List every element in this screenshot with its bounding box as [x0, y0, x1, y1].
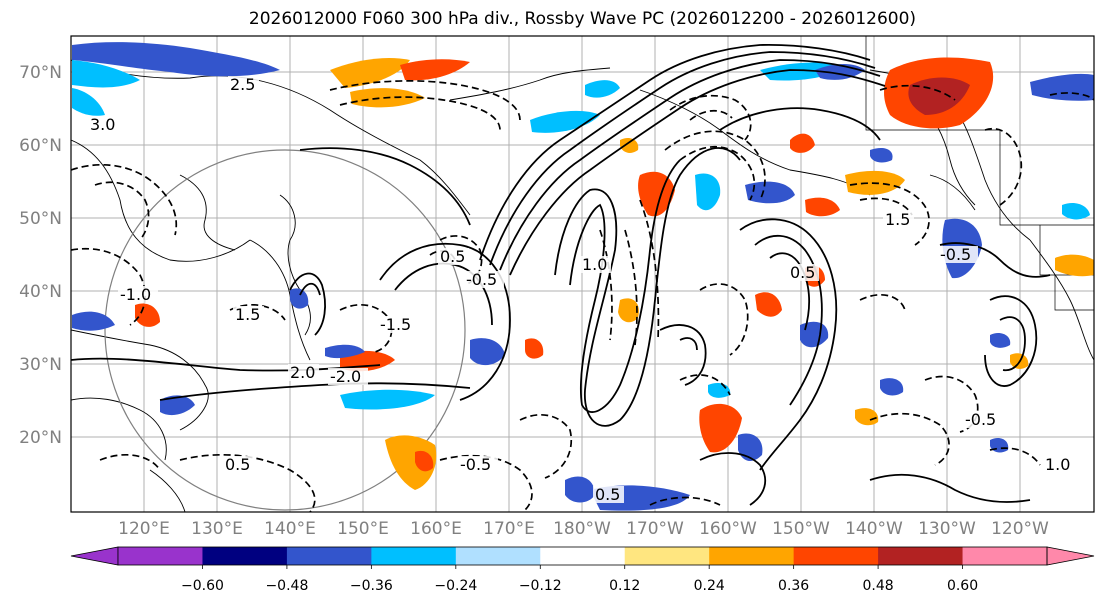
- contour-label: 1.0: [582, 255, 607, 274]
- colorbar-segment: [118, 547, 203, 565]
- colorbar-segment: [624, 547, 710, 565]
- lon-label: 120°E: [118, 519, 170, 539]
- lat-label: 70°N: [19, 63, 62, 83]
- contour-label: -2.0: [330, 367, 361, 386]
- lon-label: 150°E: [337, 519, 389, 539]
- solid-contours: [71, 43, 1051, 506]
- colorbar-extend-high: [1046, 546, 1095, 566]
- contour-label: -1.0: [120, 285, 151, 304]
- contour-label: 1.5: [885, 210, 910, 229]
- lat-label: 40°N: [19, 282, 62, 302]
- contour-label: 0.5: [595, 485, 620, 504]
- colorbar-segment: [455, 547, 541, 565]
- lon-label: 140°E: [264, 519, 316, 539]
- colorbar-tick-label: −0.24: [434, 578, 477, 594]
- dashed-contours: [71, 80, 1094, 512]
- lon-label: 170°E: [483, 519, 535, 539]
- political-boundaries: [865, 36, 1094, 311]
- lon-label: 130°E: [191, 519, 243, 539]
- contour-label: 1.5: [235, 305, 260, 324]
- contour-label: -0.5: [466, 270, 497, 289]
- colorbar-tick-label: 0.24: [694, 578, 725, 594]
- latitude-labels: 70°N 60°N 50°N 40°N 30°N 20°N: [19, 63, 62, 448]
- colorbar-extend-low: [70, 546, 119, 566]
- colorbar-tick-label: −0.60: [181, 578, 224, 594]
- lon-label: 160°W: [699, 519, 757, 539]
- colorbar-tick-label: 0.12: [609, 578, 640, 594]
- contour-label: 0.5: [225, 455, 250, 474]
- map-title: 2026012000 F060 300 hPa div., Rossby Wav…: [248, 9, 917, 29]
- colorbar-tick-label: 0.36: [778, 578, 809, 594]
- colorbar-segment: [371, 547, 457, 565]
- divergence-fills: [72, 42, 1094, 511]
- colorbar: −0.60 −0.48 −0.36 −0.24 −0.12 0.12 0.24 0.36 0.4…: [70, 546, 1095, 594]
- lon-label: 120°W: [991, 519, 1049, 539]
- contour-label: 0.5: [790, 263, 815, 282]
- lon-label: 140°W: [845, 519, 903, 539]
- colorbar-segment: [709, 547, 795, 565]
- longitude-labels: 120°E 130°E 140°E 150°E 160°E 170°E 180°W 170°W…: [118, 519, 1049, 539]
- colorbar-segment: [962, 547, 1048, 565]
- contour-label: 2.5: [230, 75, 255, 94]
- colorbar-tick-label: −0.36: [350, 578, 393, 594]
- map-border: [70, 35, 1095, 513]
- lon-label: 130°W: [918, 519, 976, 539]
- contour-labels: 0.5-0.51.0-1.01.5-1.52.0 -2.02.53.00.5-0.…: [88, 75, 1074, 504]
- lat-label: 50°N: [19, 209, 62, 229]
- lon-label: 150°W: [772, 519, 830, 539]
- colorbar-tick-label: −0.48: [265, 578, 308, 594]
- contour-label: -0.5: [940, 245, 971, 264]
- lon-label: 180°W: [553, 519, 611, 539]
- lat-label: 20°N: [19, 428, 62, 448]
- lat-label: 30°N: [19, 355, 62, 375]
- contour-label: 0.5: [440, 247, 465, 266]
- lon-label: 170°W: [626, 519, 684, 539]
- lon-label: 160°E: [410, 519, 462, 539]
- contour-label: -0.5: [460, 455, 491, 474]
- contour-label: 3.0: [90, 115, 115, 134]
- colorbar-segment: [286, 547, 372, 565]
- contour-label: -0.5: [965, 410, 996, 429]
- reference-circle: [104, 149, 466, 511]
- colorbar-segment: [540, 547, 626, 565]
- colorbar-segment: [202, 547, 288, 565]
- colorbar-tick-label: −0.12: [519, 578, 562, 594]
- contour-label: -1.5: [380, 315, 411, 334]
- colorbar-tick-label: 0.48: [863, 578, 894, 594]
- lat-label: 60°N: [19, 136, 62, 156]
- colorbar-tick-label: 0.60: [947, 578, 978, 594]
- contour-label: 1.0: [1045, 455, 1070, 474]
- colorbar-segment: [793, 547, 879, 565]
- contour-label: 2.0: [290, 363, 315, 382]
- colorbar-segment: [878, 547, 964, 565]
